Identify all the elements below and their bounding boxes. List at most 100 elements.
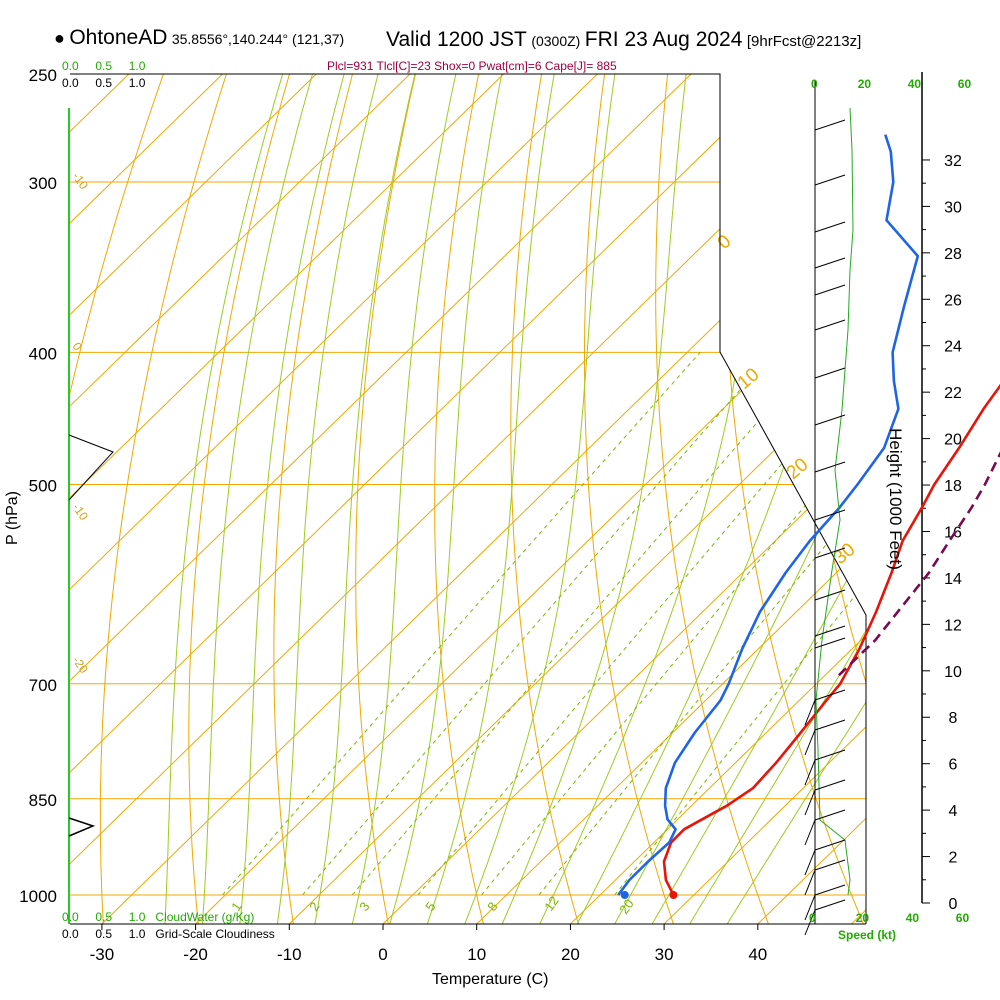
x-tick-label: -10 — [277, 945, 302, 964]
height-tick-label: 18 — [944, 478, 962, 495]
dry-adiabat — [188, 74, 290, 924]
valid-label: Valid 1200 JST — [386, 28, 527, 51]
height-tick-label: 4 — [949, 803, 958, 820]
pressure-tick-label: 850 — [29, 791, 57, 810]
isotherm — [70, 74, 505, 924]
cloudiness-wedge-lower — [68, 817, 96, 837]
moist-adiabat — [276, 74, 379, 924]
pressure-tick-label: 300 — [29, 174, 57, 193]
dry-adiabat — [655, 74, 769, 924]
wind-barb-flag — [814, 461, 846, 473]
wind-barb-flag — [814, 367, 846, 379]
cloud-water-label: CloudWater (g/Kg) — [155, 910, 255, 924]
mixing-ratio-label: 12 — [541, 893, 562, 913]
isotherm — [663, 74, 866, 924]
wind-barb-shaft — [804, 789, 816, 816]
wind-barb-shaft — [804, 699, 816, 726]
x-tick-label: -20 — [183, 945, 208, 964]
isotherm — [288, 74, 866, 924]
moist-adiabat — [464, 74, 616, 924]
mixing-ratio-label: 20 — [616, 896, 637, 916]
moist-adiabat — [614, 74, 866, 924]
dry-adiabat — [273, 74, 353, 924]
wind-barb-shaft — [804, 819, 816, 846]
cloud-scale-bottom-black: 0.0 0.5 1.0 Grid-Scale Cloudiness — [62, 927, 275, 941]
moist-adiabat — [576, 74, 866, 924]
temperature-line — [662, 383, 1000, 896]
pressure-tick-label: 250 — [29, 66, 57, 85]
cloud-scale-top-green: 0.0 0.5 1.0 — [62, 59, 146, 73]
dry-adiabat — [584, 74, 674, 924]
valid-time: Valid 1200 JST (0300Z) FRI 23 Aug 2024 [… — [386, 28, 861, 52]
moist-adiabat — [651, 74, 866, 924]
pressure-tick-label: 500 — [29, 477, 57, 496]
wind-barb-flag — [814, 884, 846, 896]
wind-barb-flag — [814, 547, 846, 559]
pressure-tick-label: 1000 — [19, 887, 57, 906]
mixing-ratio-line — [417, 351, 866, 896]
height-tick-label: 12 — [944, 617, 962, 634]
wind-barb-flag — [814, 859, 846, 871]
isotherm — [70, 74, 411, 924]
moist-adiabat — [501, 74, 687, 924]
moist-adiabat — [726, 74, 866, 924]
side-isotherm-label: -10 — [70, 501, 92, 524]
x-axis-label: Temperature (C) — [432, 971, 549, 988]
surface-temperature-dot — [669, 891, 678, 899]
height-tick-label: 16 — [944, 524, 962, 541]
mixing-ratio-line — [481, 351, 866, 896]
mixing-ratio-line — [351, 351, 819, 896]
dry-adiabat — [791, 74, 866, 924]
indices-line: Plcl=931 Tlcl[C]=23 Shox=0 Pwat[cm]=6 Ca… — [327, 59, 617, 73]
dry-adiabat — [510, 74, 579, 924]
mixing-ratio-label: 5 — [422, 899, 438, 914]
isotherm — [70, 74, 786, 924]
side-isotherm-label: -20 — [70, 654, 92, 677]
speed-label: Speed (kt) — [838, 928, 897, 942]
isotherm-label: 0 — [714, 231, 736, 254]
wind-barb-flag — [814, 509, 846, 521]
isotherm — [570, 74, 866, 924]
cloud-scale-bottom-green: 0.0 0.5 1.0 CloudWater (g/Kg) — [62, 910, 255, 924]
bullet-icon: ● — [54, 28, 65, 48]
wind-barb-shaft — [804, 729, 816, 756]
dry-adiabat — [434, 74, 484, 924]
cloudiness-label: Grid-Scale Cloudiness — [155, 927, 275, 941]
forecast-label: [9hrFcst@2213z] — [746, 33, 862, 50]
mixing-ratio-label: 8 — [484, 899, 500, 914]
dry-adiabat — [855, 74, 866, 924]
speed-scale-top: 0 20 40 60 — [811, 77, 972, 91]
isotherm — [101, 74, 866, 924]
speed-scale-bottom: 0 20 40 60 — [809, 911, 970, 925]
height-tick-label: 10 — [944, 664, 962, 681]
wind-barb-flag — [814, 589, 846, 601]
wind-barb-flag — [814, 284, 846, 296]
station-coords: 35.8556°,140.244° (121,37) — [171, 31, 345, 47]
moist-adiabat — [164, 74, 284, 924]
mixing-ratio-line — [614, 351, 866, 896]
side-isotherm-label: 0 — [70, 340, 85, 354]
height-tick-label: 14 — [944, 571, 962, 588]
x-tick-label: 30 — [655, 945, 674, 964]
wind-barb-flag — [814, 719, 846, 731]
x-tick-label: 40 — [748, 945, 767, 964]
isotherm — [195, 74, 866, 924]
cloudiness-wedge-upper — [68, 434, 114, 501]
mixing-ratio-line — [302, 351, 774, 896]
wind-barb-flag — [814, 839, 846, 851]
x-tick-label: 0 — [378, 945, 387, 964]
height-tick-label: 32 — [944, 153, 962, 170]
wind-barb-flag — [814, 779, 846, 791]
wind-barb-flag — [814, 637, 846, 649]
side-isotherm-label: -10 — [70, 170, 92, 193]
height-tick-label: 8 — [949, 710, 958, 727]
mixing-ratio-line — [538, 351, 866, 896]
isotherm — [70, 74, 598, 924]
height-tick-label: 28 — [944, 246, 962, 263]
moist-adiabat — [202, 74, 313, 924]
moist-adiabat — [689, 74, 866, 924]
mixing-ratio-label: 2 — [306, 899, 322, 914]
dry-adiabat — [70, 74, 164, 924]
wind-barb-shaft — [804, 894, 816, 921]
moist-adiabat — [314, 74, 416, 924]
